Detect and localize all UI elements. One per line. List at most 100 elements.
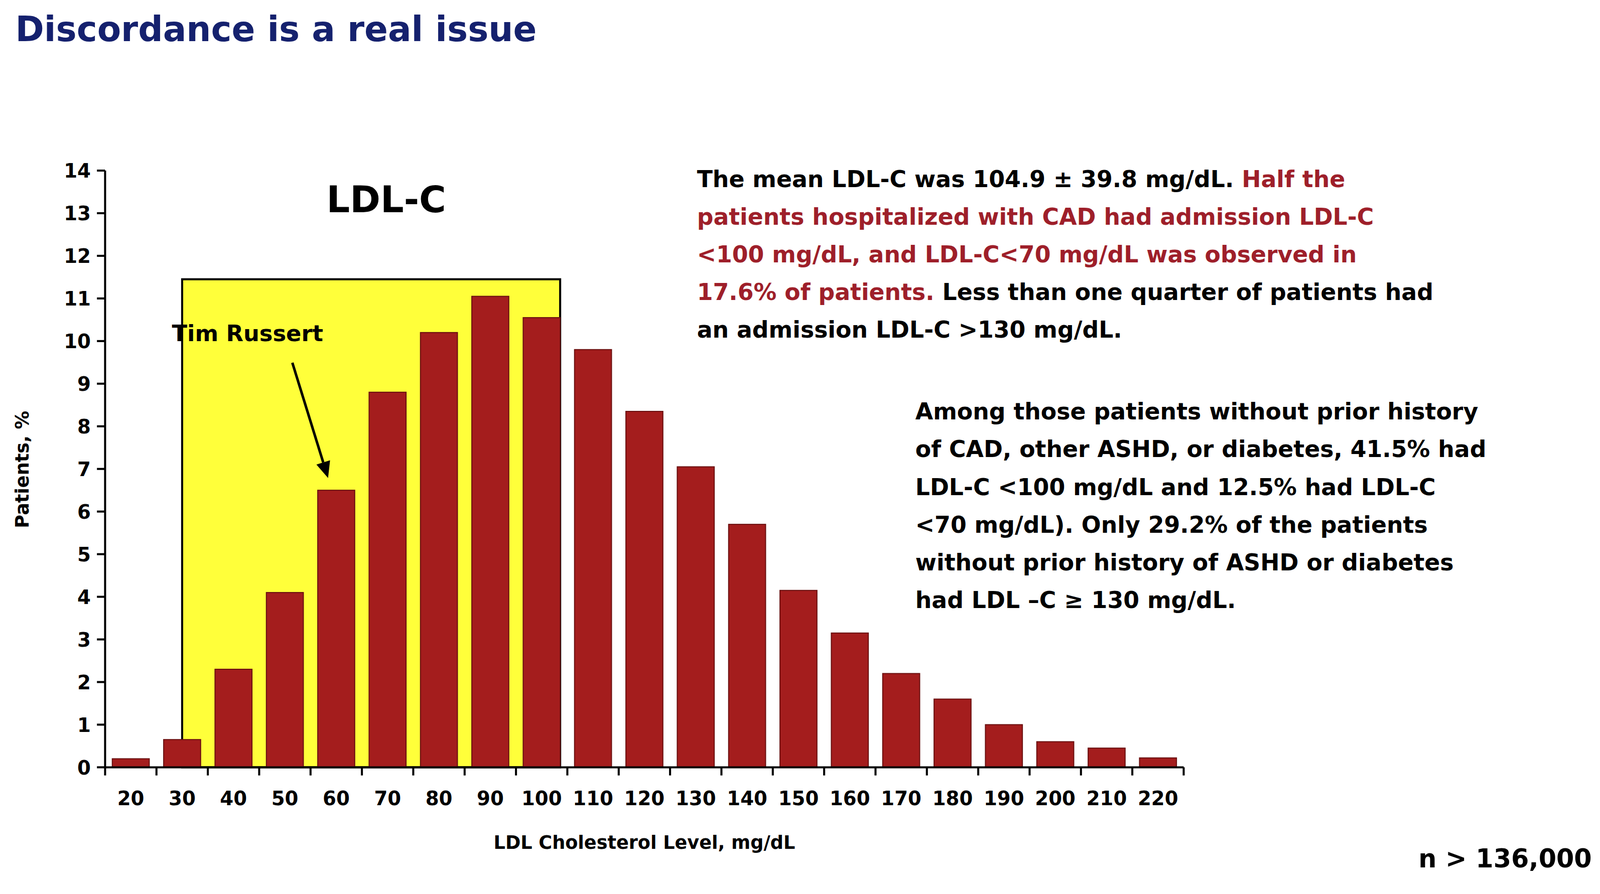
y-tick (96, 510, 105, 513)
y-tick-label: 6 (77, 500, 91, 524)
note-line: Among those patients without prior histo… (915, 398, 1479, 426)
x-tick-label: 30 (168, 787, 196, 811)
note-text: 17.6% of patients. (697, 279, 935, 306)
y-tick (96, 638, 105, 641)
bar (574, 349, 612, 768)
y-tick (96, 212, 105, 215)
x-tick-label: 160 (829, 787, 871, 811)
note-text: of CAD, other ASHD, or diabetes, 41.5% h… (915, 436, 1487, 463)
x-tick-label: 120 (624, 787, 665, 811)
note-line: without prior history of ASHD or diabete… (915, 549, 1454, 577)
note-line: <70 mg/dL). Only 29.2% of the patients (915, 511, 1428, 539)
bar (368, 392, 407, 768)
bar (677, 466, 715, 768)
x-tick (566, 767, 569, 776)
x-tick (360, 767, 363, 776)
bar (420, 332, 458, 768)
bar (522, 317, 561, 768)
note-line: of CAD, other ASHD, or diabetes, 41.5% h… (915, 436, 1487, 463)
y-tick (96, 723, 105, 726)
x-tick-label: 140 (726, 787, 768, 811)
x-tick (412, 767, 415, 776)
x-tick (823, 767, 826, 776)
y-tick (96, 681, 105, 684)
x-tick (669, 767, 672, 776)
y-tick-label: 1 (77, 714, 91, 737)
highlight-box (182, 279, 561, 768)
x-tick-label: 210 (1086, 787, 1128, 811)
bar (266, 592, 304, 768)
x-tick-label: 90 (476, 787, 504, 811)
y-tick-label: 9 (77, 372, 91, 396)
x-tick (257, 767, 260, 776)
y-tick (96, 297, 105, 300)
note-line: had LDL –C ≥ 130 mg/dL. (915, 587, 1237, 614)
annotation: Tim Russert (172, 320, 324, 347)
y-tick (96, 553, 105, 556)
note-line: The mean LDL-C was 104.9 ± 39.8 mg/dL. H… (697, 166, 1346, 193)
x-tick-label: 180 (932, 787, 974, 811)
y-tick-label: 2 (77, 671, 91, 695)
note-line: LDL-C <100 mg/dL and 12.5% had LDL-C (915, 474, 1436, 501)
x-tick-label: 200 (1034, 787, 1076, 811)
y-axis-label: Patients, % (11, 411, 34, 529)
note-text: had LDL –C ≥ 130 mg/dL. (915, 587, 1237, 614)
y-tick (96, 425, 105, 428)
bar (934, 699, 972, 768)
y-tick (96, 468, 105, 471)
x-tick (309, 767, 312, 776)
note-line: <100 mg/dL, and LDL-C<70 mg/dL was obser… (697, 241, 1358, 269)
bar (1088, 748, 1126, 768)
x-tick (1028, 767, 1031, 776)
x-tick-label: 190 (983, 787, 1025, 811)
x-tick-label: 150 (778, 787, 820, 811)
y-tick-label: 8 (77, 415, 91, 439)
y-tick-label: 4 (77, 586, 91, 609)
bar (1139, 758, 1177, 768)
bar (471, 296, 509, 768)
x-tick-label: 50 (271, 787, 299, 811)
x-tick (874, 767, 877, 776)
note-text: <100 mg/dL, and LDL-C<70 mg/dL was obser… (697, 241, 1358, 269)
bar (625, 411, 663, 768)
x-tick (1131, 767, 1134, 776)
y-tick (96, 340, 105, 343)
y-tick (96, 382, 105, 385)
x-tick (206, 767, 209, 776)
y-tick-label: 7 (77, 458, 91, 481)
y-tick-label: 13 (63, 202, 91, 225)
bar (317, 490, 355, 768)
y-tick-label: 11 (63, 287, 91, 311)
y-tick (96, 766, 105, 769)
page: Discordance is a real issueLDL-C01234567… (0, 0, 1600, 894)
bar (831, 633, 869, 768)
x-tick (103, 767, 106, 776)
bar (1036, 741, 1075, 768)
chart-title: LDL-C (326, 178, 447, 221)
note-text: <70 mg/dL). Only 29.2% of the patients (915, 511, 1428, 539)
bar (214, 669, 252, 768)
note-text: without prior history of ASHD or diabete… (915, 549, 1454, 577)
y-tick-label: 12 (63, 244, 91, 268)
y-tick (96, 596, 105, 599)
bar (163, 739, 201, 768)
x-tick (771, 767, 774, 776)
x-tick-label: 170 (880, 787, 922, 811)
bar (112, 758, 150, 768)
y-tick-label: 10 (63, 330, 91, 353)
x-tick (977, 767, 980, 776)
x-tick (463, 767, 466, 776)
note-text: Among those patients without prior histo… (915, 398, 1479, 426)
note-text: Half the (1241, 166, 1346, 193)
note-line: an admission LDL-C >130 mg/dL. (697, 316, 1123, 344)
x-tick (1182, 767, 1185, 776)
x-tick-label: 20 (117, 787, 145, 811)
page-title: Discordance is a real issue (15, 9, 537, 50)
x-tick-label: 110 (572, 787, 614, 811)
y-tick-label: 0 (77, 756, 91, 780)
note-text: patients hospitalized with CAD had admis… (697, 203, 1375, 231)
note-text: LDL-C <100 mg/dL and 12.5% had LDL-C (915, 474, 1436, 501)
bar (882, 674, 920, 768)
x-tick (617, 767, 620, 776)
y-tick (96, 254, 105, 257)
